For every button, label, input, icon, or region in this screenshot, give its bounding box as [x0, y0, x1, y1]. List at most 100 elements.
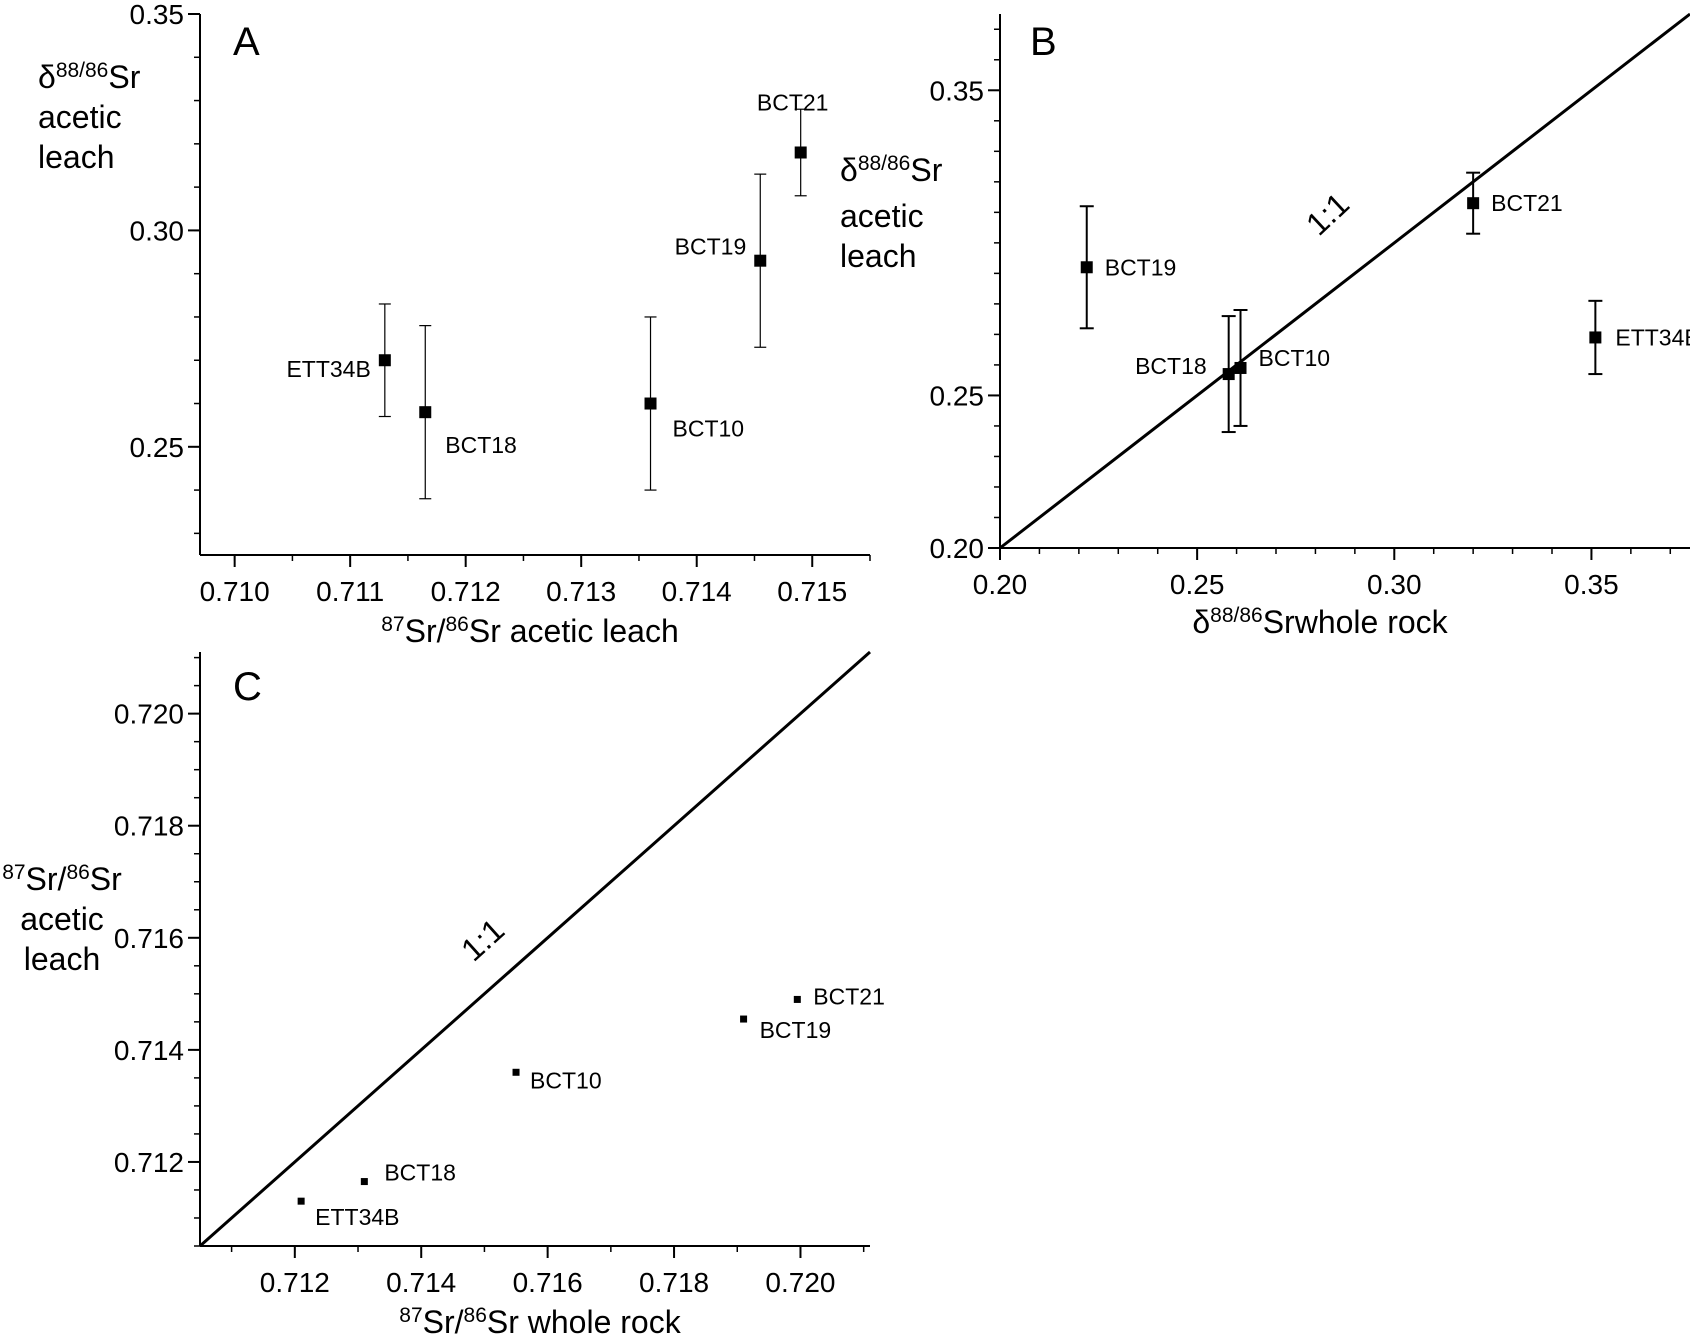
y-tick-label: 0.30: [130, 215, 185, 246]
x-tick-label: 0.714: [386, 1267, 456, 1298]
x-tick-label: 0.30: [1367, 569, 1422, 600]
y-tick-label: 0.716: [114, 923, 184, 954]
data-point: [1222, 368, 1235, 381]
data-point: [378, 354, 391, 367]
y-tick-label: 0.718: [114, 811, 184, 842]
x-tick-label: 0.35: [1564, 569, 1619, 600]
x-axis-title-part: 87: [399, 1304, 422, 1327]
point-label: BCT10: [530, 1067, 602, 1093]
y-axis-title-part: Sr: [910, 152, 942, 188]
y-axis-title-part: Sr: [108, 59, 140, 95]
x-tick-label: 0.710: [200, 576, 270, 607]
x-tick-label: 0.720: [765, 1267, 835, 1298]
data-point: [740, 1015, 748, 1023]
x-axis-title-part: 86: [446, 613, 469, 636]
data-point: [512, 1068, 520, 1076]
panel-b: 0.20 0.25 0.30 0.35 0.20 0.25 0.35 1:1 BCT19 BCT1…: [840, 12, 1690, 641]
y-axis-title-part: 88/86: [858, 152, 911, 175]
point-label: BCT21: [757, 89, 829, 115]
x-axis-title: δ88/86Srwhole rock: [1192, 604, 1448, 641]
y-tick-label: 0.712: [114, 1147, 184, 1178]
point-label: BCT10: [673, 416, 745, 442]
y-axis-title-line: acetic: [840, 198, 924, 234]
point-label: BCT19: [675, 234, 747, 260]
y-tick-label: 0.714: [114, 1035, 184, 1066]
x-tick-label: 0.715: [777, 576, 847, 607]
point-label: BCT19: [760, 1017, 832, 1043]
y-tick-label: 0.25: [930, 380, 985, 411]
data-point: [1589, 331, 1602, 344]
y-axis-title-part: δ: [38, 59, 56, 95]
data-point: [297, 1197, 305, 1205]
panel-c: 0.712 0.714 0.716 0.718 0.720 0.712 0.714 0.716…: [2, 650, 885, 1341]
point-label: BCT21: [813, 983, 885, 1009]
x-tick-label: 0.718: [639, 1267, 709, 1298]
x-tick-label: 0.20: [973, 569, 1028, 600]
x-tick-label: 0.712: [260, 1267, 330, 1298]
x-axis-title-part: 88/86: [1210, 604, 1263, 627]
y-axis-title-part: δ: [840, 152, 858, 188]
y-axis-title-part: 86: [66, 861, 89, 884]
x-axis-title-part: Sr acetic leach: [469, 613, 679, 649]
data-point: [1080, 261, 1093, 274]
y-axis-title-line: acetic: [38, 99, 122, 135]
point-label: BCT10: [1259, 345, 1331, 371]
x-tick-label: 0.711: [316, 576, 384, 607]
one-to-one-label: 1:1: [454, 912, 511, 969]
y-axis-title-line: 87Sr/86Sr: [2, 861, 122, 898]
y-axis-title-line: leach: [24, 941, 101, 977]
panel-letter: A: [233, 20, 260, 64]
data-point: [1467, 197, 1480, 210]
y-axis-title-line: acetic: [20, 901, 104, 937]
x-axis-title-part: 87: [381, 613, 404, 636]
data-point: [360, 1178, 368, 1186]
y-tick-label: 0.35: [930, 75, 985, 106]
x-tick-label: 0.714: [662, 576, 732, 607]
data-point: [793, 995, 801, 1003]
panel-letter: B: [1030, 20, 1057, 64]
point-label: ETT34B: [1615, 324, 1690, 350]
point-label: ETT34B: [286, 356, 370, 382]
y-axis-title-part: Sr: [90, 861, 122, 897]
data-point: [794, 146, 807, 159]
y-tick-label: 0.25: [130, 432, 185, 463]
point-label: BCT21: [1491, 190, 1563, 216]
y-axis-title-part: Sr/: [26, 861, 67, 897]
x-axis-title-part: δ: [1192, 604, 1210, 640]
x-axis-title: 87Sr/86Sr acetic leach: [381, 613, 678, 650]
y-tick-label: 0.35: [130, 0, 185, 30]
panel-a: 0.710 0.711 0.712 0.713 0.714 0.715 0.25 0.30 0.…: [38, 0, 871, 650]
y-axis-title-line: leach: [840, 238, 917, 274]
x-axis-title: 87Sr/86Sr whole rock: [399, 1304, 681, 1341]
x-axis-title-part: Sr whole rock: [487, 1304, 682, 1340]
x-tick-label: 0.716: [513, 1267, 583, 1298]
y-axis-title-part: 87: [2, 861, 25, 884]
data-point: [419, 406, 432, 419]
point-label: BCT18: [445, 432, 517, 458]
x-axis-title-part: Sr: [1263, 604, 1295, 640]
one-to-one-line: [999, 12, 1690, 550]
y-tick-label: 0.20: [930, 533, 985, 564]
y-tick-label: 0.720: [114, 699, 184, 730]
data-point: [754, 254, 767, 267]
y-axis-title-line: leach: [38, 139, 115, 175]
data-point: [644, 397, 657, 410]
x-axis-title-part: 86: [464, 1304, 487, 1327]
x-tick-label: 0.713: [546, 576, 616, 607]
y-axis-title-part: 88/86: [56, 59, 109, 82]
one-to-one-label: 1:1: [1299, 186, 1356, 243]
x-axis-title-part: Sr/: [405, 613, 446, 649]
x-tick-label: 0.712: [431, 576, 501, 607]
x-tick-label: 0.25: [1170, 569, 1225, 600]
point-label: ETT34B: [315, 1204, 399, 1230]
x-axis-title-part: Sr/: [423, 1304, 464, 1340]
y-axis-title-line: δ88/86Sr: [38, 59, 141, 96]
point-label: BCT18: [384, 1160, 456, 1186]
one-to-one-line: [199, 650, 871, 1248]
point-label: BCT18: [1135, 353, 1207, 379]
x-axis-title-part: whole rock: [1294, 604, 1449, 640]
panel-letter: C: [233, 665, 262, 709]
point-label: BCT19: [1105, 254, 1177, 280]
y-axis-title-line: δ88/86Sr: [840, 152, 943, 189]
